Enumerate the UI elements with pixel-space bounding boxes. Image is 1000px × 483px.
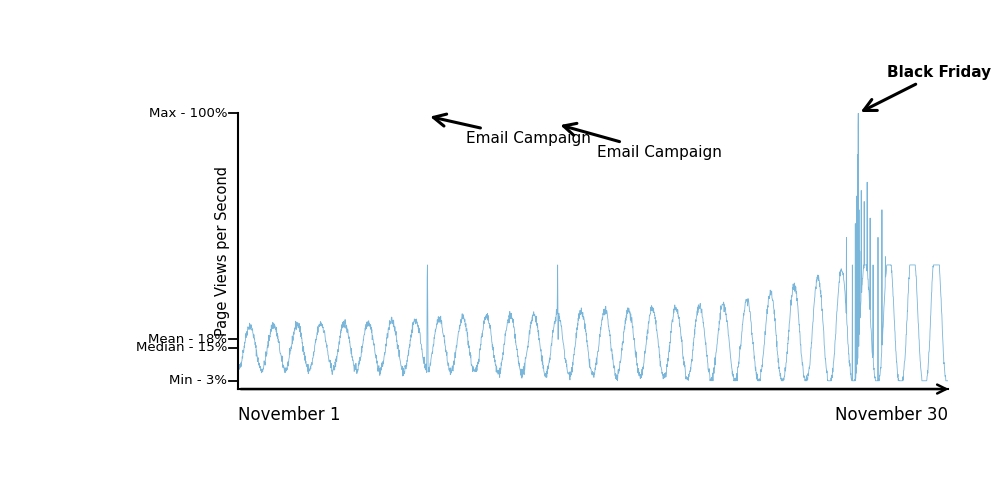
Text: November 1: November 1: [238, 406, 340, 424]
Text: Email Campaign: Email Campaign: [563, 123, 721, 160]
Text: November 30: November 30: [835, 406, 948, 424]
Y-axis label: Page Views per Second: Page Views per Second: [215, 166, 230, 336]
Text: Min - 3%: Min - 3%: [169, 374, 227, 387]
Text: Median - 15%: Median - 15%: [136, 341, 227, 354]
Text: Email Campaign: Email Campaign: [433, 114, 591, 146]
Text: Max - 100%: Max - 100%: [149, 107, 227, 120]
Text: Black Friday: Black Friday: [864, 65, 991, 111]
Text: Mean - 18%: Mean - 18%: [148, 333, 227, 346]
